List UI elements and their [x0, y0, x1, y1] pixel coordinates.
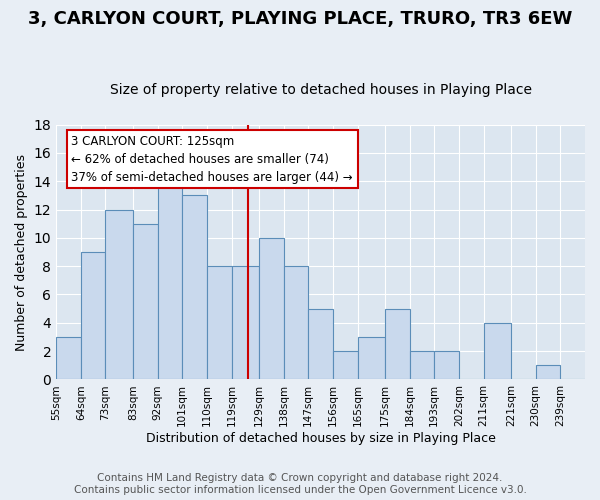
- Bar: [536, 366, 560, 380]
- Bar: [308, 308, 333, 380]
- Bar: [81, 252, 106, 380]
- Bar: [182, 196, 207, 380]
- Title: Size of property relative to detached houses in Playing Place: Size of property relative to detached ho…: [110, 83, 532, 97]
- Bar: [106, 210, 133, 380]
- Text: Contains HM Land Registry data © Crown copyright and database right 2024.
Contai: Contains HM Land Registry data © Crown c…: [74, 474, 526, 495]
- X-axis label: Distribution of detached houses by size in Playing Place: Distribution of detached houses by size …: [146, 432, 496, 445]
- Bar: [410, 351, 434, 380]
- Bar: [284, 266, 308, 380]
- Bar: [207, 266, 232, 380]
- Bar: [56, 337, 81, 380]
- Y-axis label: Number of detached properties: Number of detached properties: [15, 154, 28, 350]
- Bar: [232, 266, 259, 380]
- Text: 3 CARLYON COURT: 125sqm
← 62% of detached houses are smaller (74)
37% of semi-de: 3 CARLYON COURT: 125sqm ← 62% of detache…: [71, 135, 353, 184]
- Bar: [158, 181, 182, 380]
- Bar: [434, 351, 459, 380]
- Bar: [133, 224, 158, 380]
- Bar: [259, 238, 284, 380]
- Bar: [484, 323, 511, 380]
- Bar: [333, 351, 358, 380]
- Bar: [385, 308, 410, 380]
- Bar: [358, 337, 385, 380]
- Text: 3, CARLYON COURT, PLAYING PLACE, TRURO, TR3 6EW: 3, CARLYON COURT, PLAYING PLACE, TRURO, …: [28, 10, 572, 28]
